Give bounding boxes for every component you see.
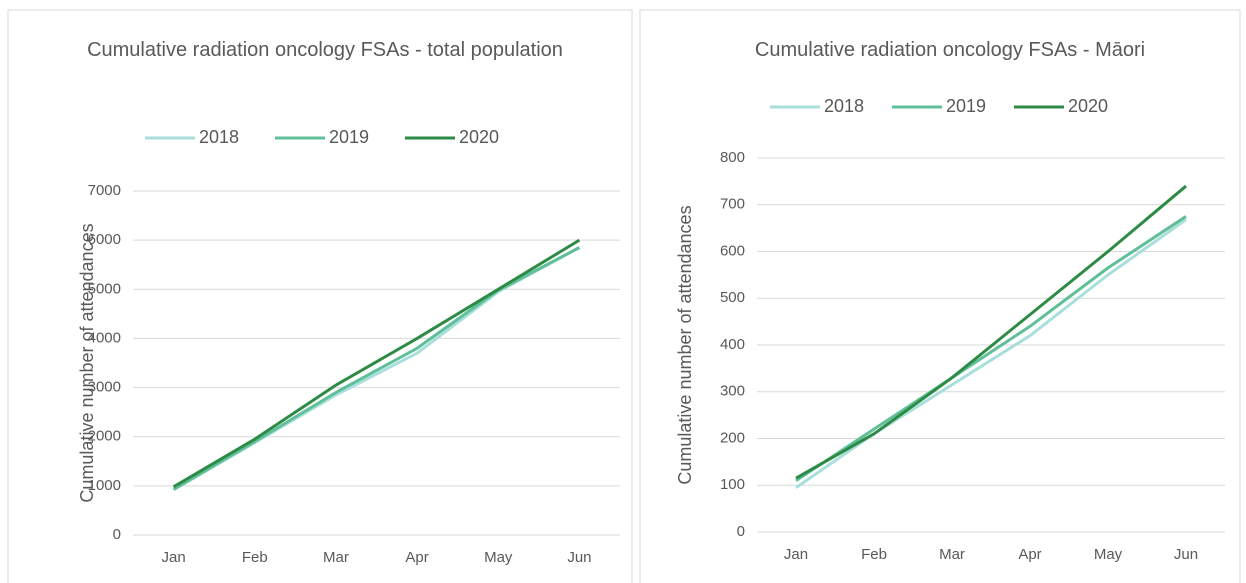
x-tick-label: Jan [784, 546, 808, 563]
x-tick-label: Apr [405, 549, 428, 566]
y-tick-label: 100 [720, 476, 745, 493]
x-tick-label: Mar [939, 546, 965, 563]
legend-label: 2019 [329, 127, 369, 147]
x-tick-label: May [484, 549, 513, 566]
chart-title: Cumulative radiation oncology FSAs - tot… [87, 39, 563, 61]
panel-frame [639, 9, 1241, 583]
chart-title: Cumulative radiation oncology FSAs - Māo… [754, 39, 1146, 61]
series-line [172, 246, 581, 491]
x-tick-label: Jan [161, 549, 185, 566]
y-tick-label: 200 [720, 429, 745, 446]
y-tick-label: 4000 [88, 329, 121, 346]
x-tick-label: Jun [567, 549, 591, 566]
y-tick-label: 2000 [88, 428, 121, 445]
y-tick-label: 7000 [88, 182, 121, 199]
series-line [172, 238, 581, 489]
y-tick-label: 1000 [88, 477, 121, 494]
y-tick-label: 800 [720, 149, 745, 166]
x-tick-label: Jun [1174, 546, 1198, 563]
legend-label: 2018 [199, 127, 239, 147]
x-tick-label: May [1094, 546, 1123, 563]
legend-label: 2018 [824, 96, 864, 116]
x-tick-label: Feb [861, 546, 887, 563]
x-tick-label: Feb [242, 549, 268, 566]
legend-label: 2020 [459, 127, 499, 147]
panel-frame [7, 9, 633, 583]
series-line [795, 184, 1187, 480]
y-axis-label: Cumulative number of attendances [77, 223, 97, 502]
y-tick-label: 600 [720, 242, 745, 259]
x-tick-label: Mar [323, 549, 349, 566]
y-axis-label: Cumulative number of attendances [675, 205, 695, 484]
y-tick-label: 3000 [88, 379, 121, 396]
y-tick-label: 5000 [88, 280, 121, 297]
y-tick-label: 300 [720, 383, 745, 400]
y-tick-label: 0 [113, 526, 121, 543]
legend-label: 2020 [1068, 96, 1108, 116]
y-tick-label: 700 [720, 196, 745, 213]
legend-label: 2019 [946, 96, 986, 116]
series-line [795, 215, 1187, 482]
y-tick-label: 400 [720, 336, 745, 353]
y-tick-label: 6000 [88, 231, 121, 248]
x-tick-label: Apr [1018, 546, 1041, 563]
y-tick-label: 0 [737, 523, 745, 540]
y-tick-label: 500 [720, 289, 745, 306]
